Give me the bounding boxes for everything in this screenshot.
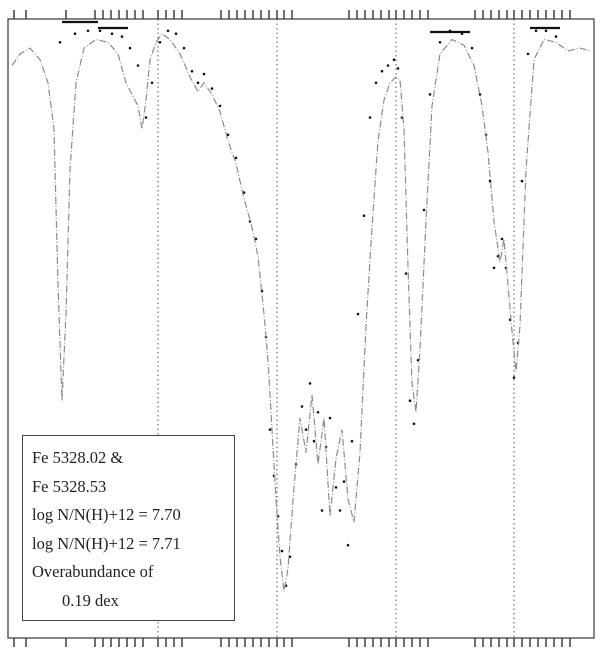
series-point-1-10 [151,82,154,85]
series-point-1-4 [99,30,102,33]
series-point-1-58 [413,423,416,426]
series-point-1-61 [429,93,432,96]
series-point-1-64 [461,32,464,35]
series-point-1-52 [387,64,390,67]
series-point-1-5 [111,32,114,35]
series-point-1-56 [405,272,408,275]
legend-line-4: log N/N(H)+12 = 7.71 [32,530,234,559]
series-point-1-65 [471,47,474,50]
series-point-1-49 [369,116,372,119]
series-point-1-79 [545,30,548,33]
series-point-1-8 [137,64,140,67]
continuum-bars [62,22,560,32]
series-point-1-74 [513,376,516,379]
series-point-1-27 [269,428,272,431]
series-point-1-69 [493,267,496,270]
series-point-1-80 [555,35,558,38]
series-point-1-46 [351,440,354,443]
series-point-1-14 [183,47,186,50]
legend-line-6: 0.19 dex [32,587,234,616]
legend-line-5: Overabundance of [32,558,234,587]
legend-box: Fe 5328.02 & Fe 5328.53 log N/N(H)+12 = … [22,435,235,621]
series-point-1-53 [393,58,396,61]
series-point-1-45 [347,544,350,547]
series-point-1-54 [397,67,400,70]
series-point-1-13 [175,32,178,35]
series-point-1-35 [305,428,308,431]
series-point-1-34 [301,405,304,408]
series-point-1-39 [321,509,324,512]
series-point-1-47 [357,313,360,316]
series-point-1-6 [121,35,124,38]
series-point-1-11 [159,41,162,44]
series-point-1-2 [74,32,77,35]
series-point-1-62 [439,41,442,44]
series-point-1-21 [235,157,238,160]
series-point-1-36 [309,382,312,385]
series-point-1-38 [317,411,320,414]
series-point-1-78 [535,30,538,33]
legend-line-2: Fe 5328.53 [32,473,234,502]
series-point-1-43 [339,509,342,512]
series-point-1-30 [281,550,284,553]
series-point-1-71 [501,238,504,241]
series-point-1-63 [449,30,452,33]
series-point-1-48 [363,214,366,217]
series-point-1-16 [197,82,200,85]
series-point-1-17 [203,73,206,76]
series-point-1-41 [329,417,332,420]
series-point-1-1 [59,41,62,44]
series-point-1-77 [527,53,530,56]
series-point-1-12 [167,30,170,33]
series-point-1-3 [87,30,90,33]
series-point-1-76 [521,180,524,183]
series-point-1-50 [375,82,378,85]
series-point-1-60 [423,209,426,212]
series-point-1-37 [313,440,316,443]
series-point-1-15 [191,70,194,73]
series-point-1-57 [409,399,412,402]
legend-line-3: log N/N(H)+12 = 7.70 [32,501,234,530]
series-point-1-51 [381,70,384,73]
legend-line-1: Fe 5328.02 & [32,444,234,473]
series-point-1-7 [129,47,132,50]
series-point-1-42 [335,486,338,489]
series-point-1-18 [211,87,214,90]
series-point-1-9 [145,116,148,119]
series-point-1-44 [343,480,346,483]
series-point-1-19 [219,105,222,108]
